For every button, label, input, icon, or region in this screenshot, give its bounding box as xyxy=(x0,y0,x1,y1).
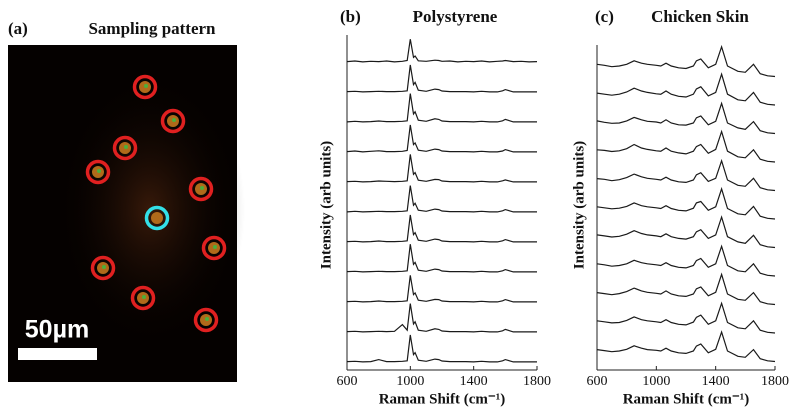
spot-core xyxy=(213,245,217,249)
spectrum xyxy=(346,334,537,363)
spot xyxy=(151,212,163,224)
spectrum xyxy=(596,301,776,334)
panel-label: (b) xyxy=(340,7,361,26)
x-tick-label: 1400 xyxy=(460,374,488,389)
spectrum xyxy=(596,330,776,363)
y-axis-label: Intensity (arb units) xyxy=(318,141,334,269)
spectrum xyxy=(596,72,776,106)
sample-ring xyxy=(201,235,227,261)
spot-core xyxy=(172,118,176,122)
spot-core xyxy=(97,169,101,173)
spot-core xyxy=(142,295,146,299)
panel-title: Chicken Skin xyxy=(651,7,749,26)
reference-ring xyxy=(144,205,170,231)
panel-title: Sampling pattern xyxy=(88,19,216,38)
spectrum xyxy=(346,64,537,93)
spectrum xyxy=(346,185,537,213)
x-tick-label: 600 xyxy=(587,374,608,389)
sample-ring xyxy=(160,108,186,134)
spot-core xyxy=(205,317,209,321)
sample-ring xyxy=(188,176,214,202)
spectrum xyxy=(596,186,776,220)
scale-bar xyxy=(18,348,97,360)
spectrum xyxy=(346,124,537,153)
y-axis-label: Intensity (arb units) xyxy=(571,141,587,269)
x-tick-label: 1800 xyxy=(523,374,551,389)
spectrum xyxy=(346,214,537,243)
sample-ring xyxy=(90,255,116,281)
spectrum xyxy=(596,215,776,249)
spectrum xyxy=(596,44,776,78)
spectrum xyxy=(596,158,776,192)
x-tick-label: 1000 xyxy=(396,374,424,389)
spot-core xyxy=(144,84,148,88)
panel-title: Polystyrene xyxy=(413,7,498,26)
panel-label: (a) xyxy=(8,19,28,38)
sample-ring xyxy=(130,285,156,311)
spot-core xyxy=(200,186,204,190)
sampling-spots xyxy=(85,74,227,333)
spectrum xyxy=(596,272,776,306)
sample-ring xyxy=(193,307,219,333)
x-tick-label: 1000 xyxy=(642,374,670,389)
spot-core xyxy=(124,145,128,149)
spectrum xyxy=(346,39,538,63)
spectrum xyxy=(596,129,776,163)
scale-bar-label: 50µm xyxy=(25,316,89,344)
spectrum xyxy=(596,244,776,277)
spectrum xyxy=(346,93,537,123)
sample-ring xyxy=(112,135,138,161)
x-tick-label: 600 xyxy=(337,374,358,389)
panel-label: (c) xyxy=(595,7,614,26)
sample-ring xyxy=(85,159,111,185)
x-axis-label: Raman Shift (cm⁻¹) xyxy=(379,391,506,407)
spot-core xyxy=(102,265,106,269)
x-axis-label: Raman Shift (cm⁻¹) xyxy=(623,391,750,407)
spectrum xyxy=(346,303,537,333)
sample-ring xyxy=(132,74,158,100)
spectrum xyxy=(596,101,776,135)
spectrum xyxy=(346,154,537,183)
spectrum xyxy=(346,244,537,273)
x-tick-label: 1800 xyxy=(761,374,789,389)
spectrum xyxy=(346,275,537,303)
x-tick-label: 1400 xyxy=(702,374,730,389)
